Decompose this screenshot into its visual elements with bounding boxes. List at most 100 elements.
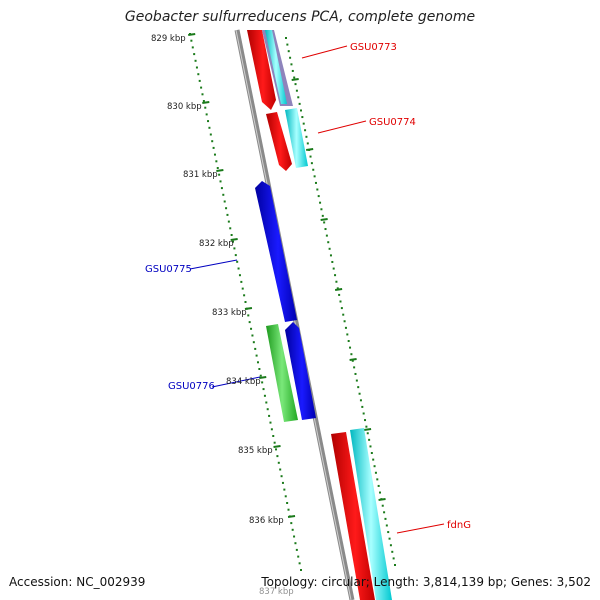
ruler-dot [263, 394, 266, 397]
ruler-dot [346, 333, 349, 336]
ruler-dot [238, 274, 241, 277]
reverse-strand-guide [285, 37, 396, 566]
gene-features [247, 30, 392, 600]
ruler-dot [320, 208, 323, 211]
page-title: Geobacter sulfurreducens PCA, complete g… [124, 9, 476, 25]
ruler-dot [265, 401, 268, 404]
ruler-dot [215, 160, 218, 163]
ruler-dot [250, 327, 253, 330]
ruler-dot [277, 461, 280, 464]
ruler-tick [202, 101, 210, 104]
ruler-dot [300, 569, 302, 571]
ruler-dot [350, 353, 353, 356]
label-leaders [189, 45, 445, 534]
ruler-dot [298, 102, 301, 105]
gene-gsu0774-red[interactable] [266, 112, 292, 171]
ruler-dot [362, 412, 365, 415]
ruler-dot [209, 133, 212, 136]
gene-blue-lower[interactable] [285, 322, 316, 420]
ruler-dot [357, 386, 360, 389]
gene-gsu0773-cyan[interactable] [265, 30, 287, 104]
ruler-dot [226, 213, 229, 216]
ruler-dot [201, 93, 204, 96]
gene-gsu0774[interactable] [285, 108, 308, 168]
ruler-dot [247, 314, 250, 317]
ruler-dot [272, 435, 275, 437]
ruler-dot [219, 180, 222, 183]
ruler-dot [394, 564, 396, 566]
ruler-dot [275, 448, 278, 451]
ruler-dot [387, 531, 390, 534]
ruler-dot [336, 287, 339, 290]
ruler-dot [339, 300, 342, 303]
ruler-dot [290, 522, 293, 525]
ruler-dot [361, 405, 364, 408]
ruler-dot [373, 465, 376, 468]
ruler-dot [309, 155, 312, 158]
ruler-dot [389, 544, 392, 547]
gene-gsu0775[interactable] [255, 181, 297, 322]
ruler-dot [355, 379, 358, 382]
gene-fdng-red[interactable] [331, 432, 375, 600]
ruler-dot [302, 122, 305, 125]
ruler-dot [220, 187, 223, 190]
tick-label: 829 kbp [151, 34, 186, 44]
gene-gsu0773[interactable] [247, 30, 276, 110]
tick-label: 837 kbp [259, 587, 294, 597]
ruler-dot [279, 468, 282, 471]
ruler-dot [233, 247, 236, 250]
ruler-dot [365, 425, 368, 428]
ruler-dot [313, 175, 316, 178]
ruler-dot [379, 491, 382, 494]
ruler-dot [323, 221, 326, 224]
tick-label: 834 kbp [226, 377, 261, 387]
ruler-dot [294, 542, 297, 545]
tick-label: 836 kbp [249, 516, 284, 526]
ruler-tick [287, 515, 296, 518]
tick-label: 832 kbp [199, 239, 234, 249]
ruler-dot [304, 129, 307, 132]
gene-label-fdng: fdnG [447, 520, 471, 531]
ruler-tick [244, 307, 253, 310]
ruler-dot [266, 408, 269, 411]
ruler-dot [369, 445, 372, 448]
tick-label: 830 kbp [167, 102, 202, 112]
ruler-dot [354, 372, 357, 375]
ruler-dot [198, 79, 201, 82]
ruler-dot [223, 200, 226, 203]
gene-gsu0776[interactable] [266, 324, 298, 422]
ruler-dot [286, 43, 289, 46]
ruler-dot [383, 511, 386, 514]
ruler-dot [368, 438, 371, 441]
ruler-dot [248, 321, 251, 324]
tick-label: 835 kbp [238, 446, 273, 456]
ruler-dot [317, 195, 320, 198]
guide-tick [306, 148, 314, 151]
ruler-dot [293, 535, 296, 538]
ruler-dot [377, 484, 380, 487]
ruler-dot [351, 359, 354, 362]
ruler-dot [392, 557, 395, 560]
guide-tick [378, 498, 386, 501]
ruler-dot [255, 354, 258, 357]
ruler-dot [306, 142, 309, 145]
ruler-dot [370, 452, 373, 455]
ruler-dot [340, 307, 343, 310]
ruler-dot [241, 287, 244, 290]
genome-summary-text: Topology: circular; Length: 3,814,139 bp… [261, 575, 591, 589]
ruler-dot [289, 56, 292, 59]
ruler-dot [331, 260, 334, 263]
ruler-dot [276, 455, 279, 458]
ruler-dot [258, 368, 261, 370]
ruler-dot [191, 46, 194, 49]
ruler-dot [225, 207, 228, 210]
ruler-dot [335, 280, 338, 283]
ruler-dot [268, 414, 271, 417]
ruler-dot [305, 135, 308, 138]
ruler-dot [240, 280, 243, 283]
ruler-dot [252, 341, 255, 344]
gene-fdng[interactable] [350, 428, 392, 600]
ruler-dot [291, 69, 294, 72]
ruler-dot [193, 53, 196, 56]
